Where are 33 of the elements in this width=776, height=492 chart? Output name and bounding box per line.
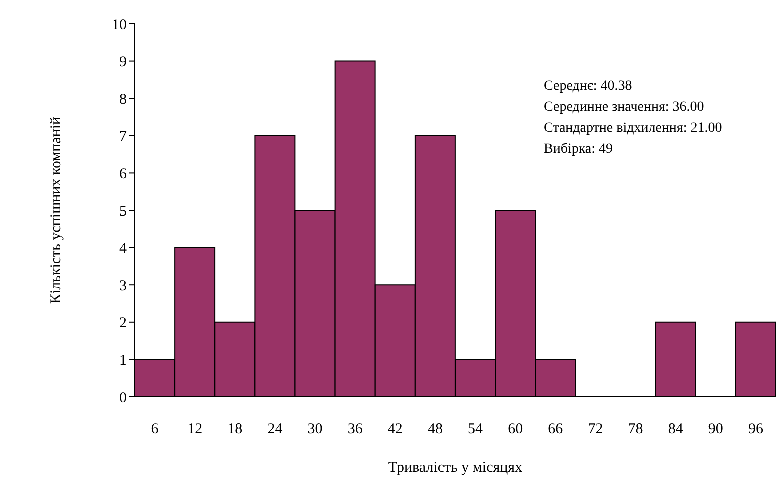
x-tick-label: 54 <box>468 422 484 438</box>
x-tick-label: 30 <box>308 422 323 438</box>
x-tick-label: 72 <box>588 422 604 438</box>
y-tick-label: 1 <box>120 353 127 370</box>
x-tick-label: 90 <box>708 422 724 438</box>
x-tick-label: 36 <box>348 422 364 438</box>
x-tick-label: 18 <box>228 422 243 438</box>
y-tick-label: 8 <box>120 92 127 108</box>
x-tick-label: 42 <box>388 422 403 438</box>
y-tick-label: 9 <box>120 54 127 71</box>
annotation: Середнє: 40.38 <box>544 78 634 96</box>
annotation: Серединне значення: 36.00 <box>544 99 706 117</box>
y-tick-label: 5 <box>120 204 127 220</box>
x-tick-label: 66 <box>548 422 564 438</box>
x-axis-title: Тривалість у місяцях <box>388 460 524 476</box>
y-tick-label: 0 <box>120 390 127 406</box>
y-tick-label: 3 <box>120 278 127 294</box>
annotation: Вибірка: 49 <box>544 141 614 159</box>
y-tick-label: 6 <box>120 166 128 183</box>
x-tick-label: 12 <box>188 422 203 438</box>
x-tick-label: 48 <box>428 422 443 438</box>
y-tick-label: 2 <box>120 316 127 332</box>
x-tick-label: 78 <box>628 422 644 438</box>
y-tick-label: 4 <box>120 241 128 258</box>
y-tick-label: 7 <box>120 129 128 146</box>
x-tick-label: 96 <box>748 422 764 438</box>
annotation: Стандартне відхилення: 21.00 <box>544 120 722 138</box>
x-tick-label: 6 <box>151 422 160 438</box>
y-tick-label: 10 <box>112 17 127 34</box>
x-tick-label: 84 <box>668 422 684 438</box>
x-tick-label: 24 <box>268 422 284 438</box>
x-tick-label: 60 <box>508 422 524 438</box>
y-axis-title: Кількість успішних компаній <box>48 116 64 304</box>
